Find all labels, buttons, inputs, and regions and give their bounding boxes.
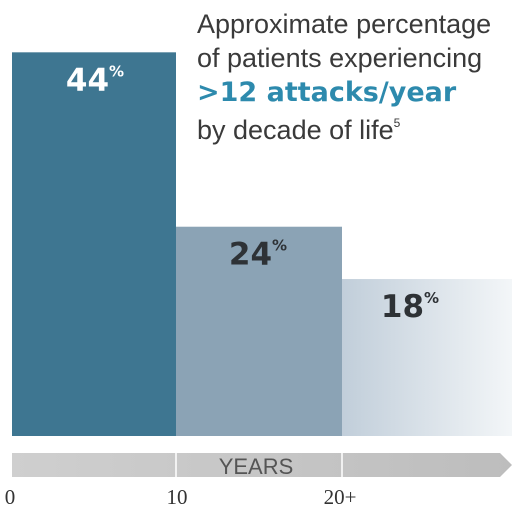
bar-value-number-0: 44 [66,62,109,98]
bar-value-label-2: 18% [381,289,439,325]
x-tick-label-1: 10 [167,485,188,509]
bar-value-number-1: 24 [229,237,272,273]
bar-1 [176,226,342,436]
x-tick-label-0: 0 [5,485,16,509]
bar-2 [342,279,512,436]
bar-value-percent-0: % [109,62,124,80]
bar-value-number-2: 18 [381,289,424,325]
bar-value-percent-2: % [424,289,439,307]
years-arrow [12,453,512,477]
citation-superscript: 5 [393,116,401,130]
x-axis-label: YEARS [219,454,294,479]
bar-value-label-0: 44% [66,62,124,98]
chart-title-line-2: of patients experiencing [197,43,483,73]
bar-0 [12,52,176,436]
x-tick-labels: 0 10 20+ [5,485,357,509]
value-labels-group: 44%24%18% [66,62,439,325]
chart-title-highlight: >12 attacks/year [197,77,457,108]
bars-group [12,52,512,436]
chart-title-line-4: by decade of life5 [197,117,400,144]
bar-value-label-1: 24% [229,237,287,273]
x-axis: YEARS [12,453,512,479]
x-tick-label-2: 20+ [324,485,357,509]
bar-value-percent-1: % [272,237,287,255]
chart-title-line-1: Approximate percentage [197,9,492,39]
chart-title-line-4-text: by decade of life [197,115,394,145]
